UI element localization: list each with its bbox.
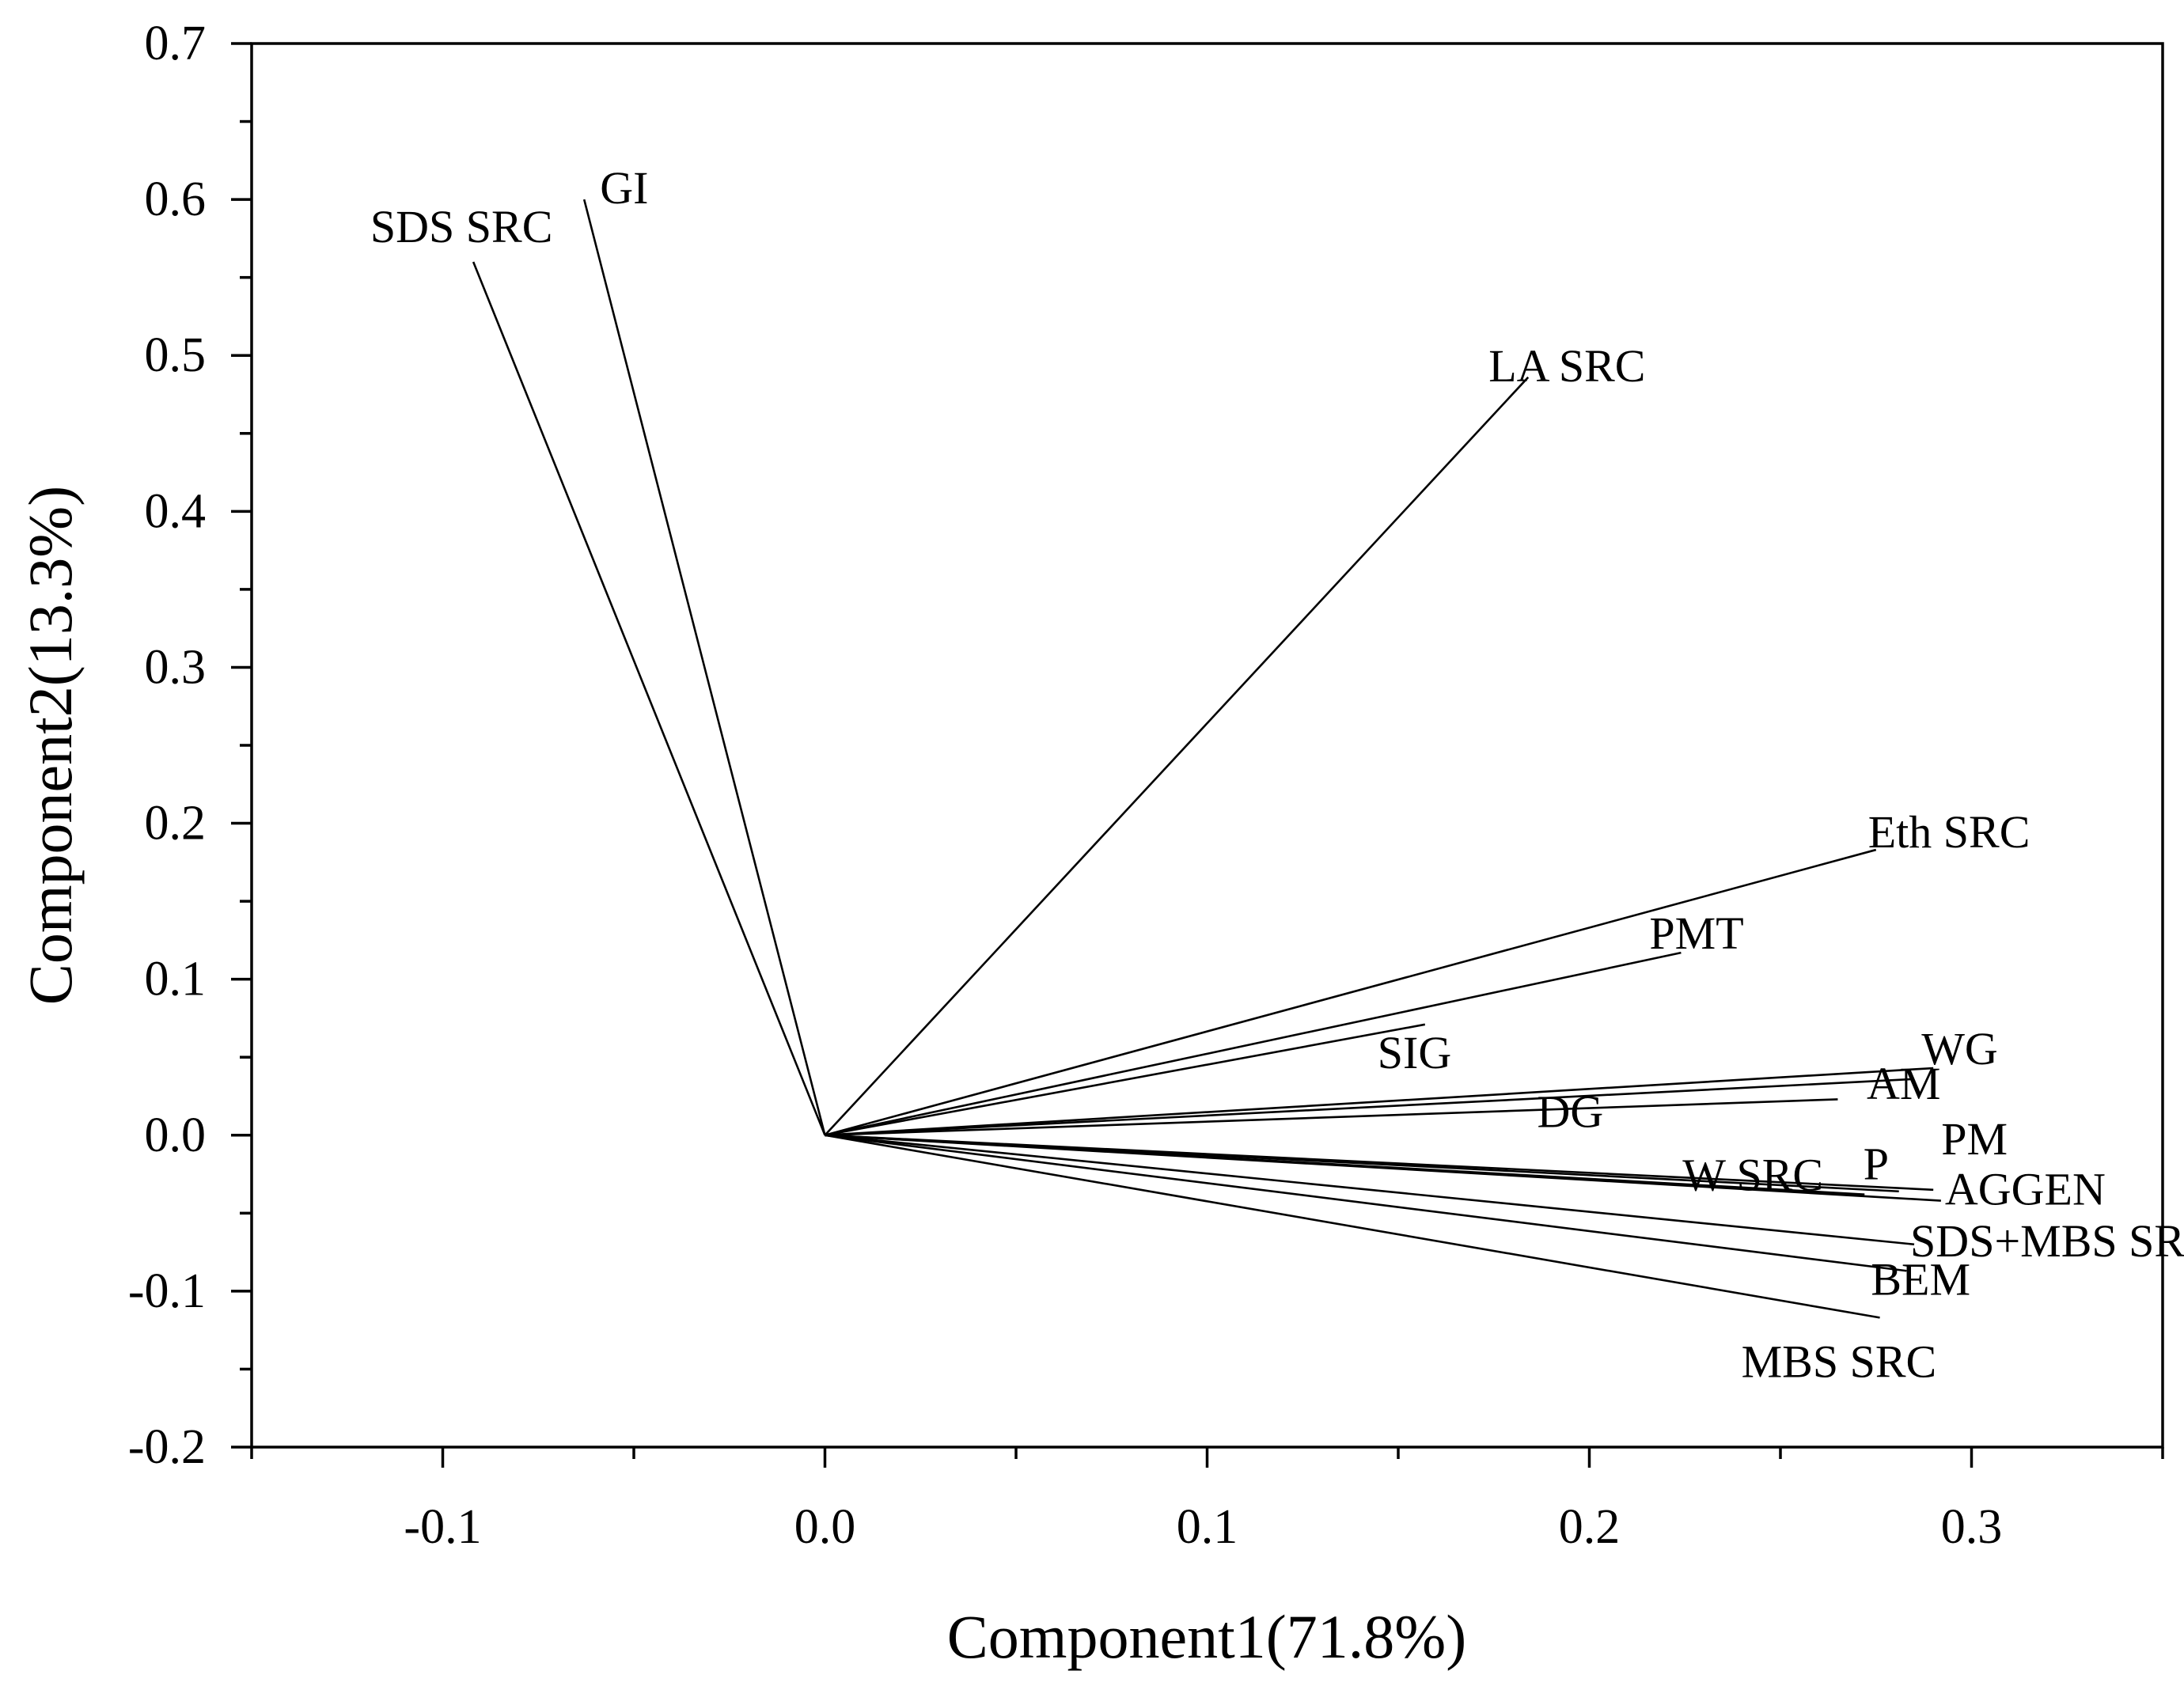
vector-label: AGGEN (1945, 1164, 2106, 1215)
y-tick-label: -0.2 (128, 1420, 206, 1474)
vector-label: AM (1867, 1058, 1940, 1109)
vector-label: SDS SRC (370, 201, 553, 252)
loading-vector (825, 1134, 1880, 1319)
x-tick-label: 0.3 (1941, 1500, 2003, 1554)
vector-label: SDS+MBS SRC (1910, 1215, 2184, 1267)
x-tick-label: 0.2 (1559, 1500, 1621, 1554)
y-tick-label: 0.1 (145, 953, 207, 1006)
y-tick-label: 0.3 (145, 640, 207, 694)
vector-label: GI (600, 162, 648, 214)
y-tick-label: 0.2 (145, 797, 207, 851)
loading-vector (824, 376, 1530, 1136)
loading-vector (582, 199, 826, 1136)
vector-label: BEM (1871, 1253, 1970, 1305)
x-tick-label: 0.0 (794, 1500, 856, 1554)
loading-vector (825, 1098, 1838, 1137)
loading-vector (825, 1023, 1426, 1137)
loading-vector (825, 951, 1682, 1137)
vector-label: PM (1941, 1113, 2008, 1165)
vector-label: P (1864, 1139, 1889, 1190)
loading-vector (825, 1078, 1915, 1137)
vector-label: MBS SRC (1742, 1336, 1937, 1387)
loading-vector (825, 1134, 1907, 1272)
vector-label: PMT (1649, 908, 1743, 959)
plot-frame (250, 42, 2164, 1449)
x-axis-title: Component1(71.8%) (947, 1602, 1466, 1671)
y-tick-label: 0.6 (145, 172, 207, 226)
loading-vector (825, 1134, 1915, 1246)
y-tick-label: -0.1 (128, 1264, 206, 1318)
loading-vector (825, 1134, 1941, 1202)
y-tick-label: 0.7 (145, 17, 207, 70)
vector-label: SIG (1378, 1027, 1451, 1078)
vector-label: W SRC (1682, 1150, 1823, 1201)
y-tick-label: 0.4 (145, 484, 207, 538)
axis-tick-labels: -0.1 0.0 0.1 0.2 0.3 -0.2 -0.1 0.0 0.1 0.2 0.3 0.4 0… (128, 17, 2002, 1554)
y-tick-label: 0.5 (145, 328, 207, 382)
vector-label: DG (1537, 1086, 1603, 1137)
y-tick-label: 0.0 (145, 1108, 207, 1162)
loading-vector (825, 848, 1877, 1137)
loading-vector (472, 261, 826, 1136)
x-tick-label: 0.1 (1177, 1500, 1238, 1554)
vector-label: Eth SRC (1868, 806, 2030, 858)
loading-vector (825, 1067, 1934, 1137)
x-tick-label: -0.1 (404, 1500, 481, 1554)
loading-vectors (472, 199, 1941, 1319)
vector-label: LA SRC (1488, 340, 1645, 392)
axis-ticks (231, 42, 2164, 1468)
vector-label: WG (1921, 1023, 1998, 1074)
y-axis-title: Component2(13.3%) (16, 486, 85, 1005)
